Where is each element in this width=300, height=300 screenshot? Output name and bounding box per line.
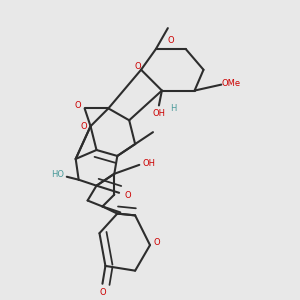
Text: O: O [74,101,81,110]
Text: O: O [154,238,160,247]
Text: O: O [99,288,106,297]
Text: O: O [167,35,174,44]
Text: HO: HO [51,170,64,179]
Text: O: O [80,122,87,131]
Text: O: O [124,191,131,200]
Text: OH: OH [142,159,155,168]
Text: O: O [135,62,141,71]
Text: H: H [171,104,177,113]
Text: OMe: OMe [222,79,241,88]
Text: OH: OH [152,109,165,118]
